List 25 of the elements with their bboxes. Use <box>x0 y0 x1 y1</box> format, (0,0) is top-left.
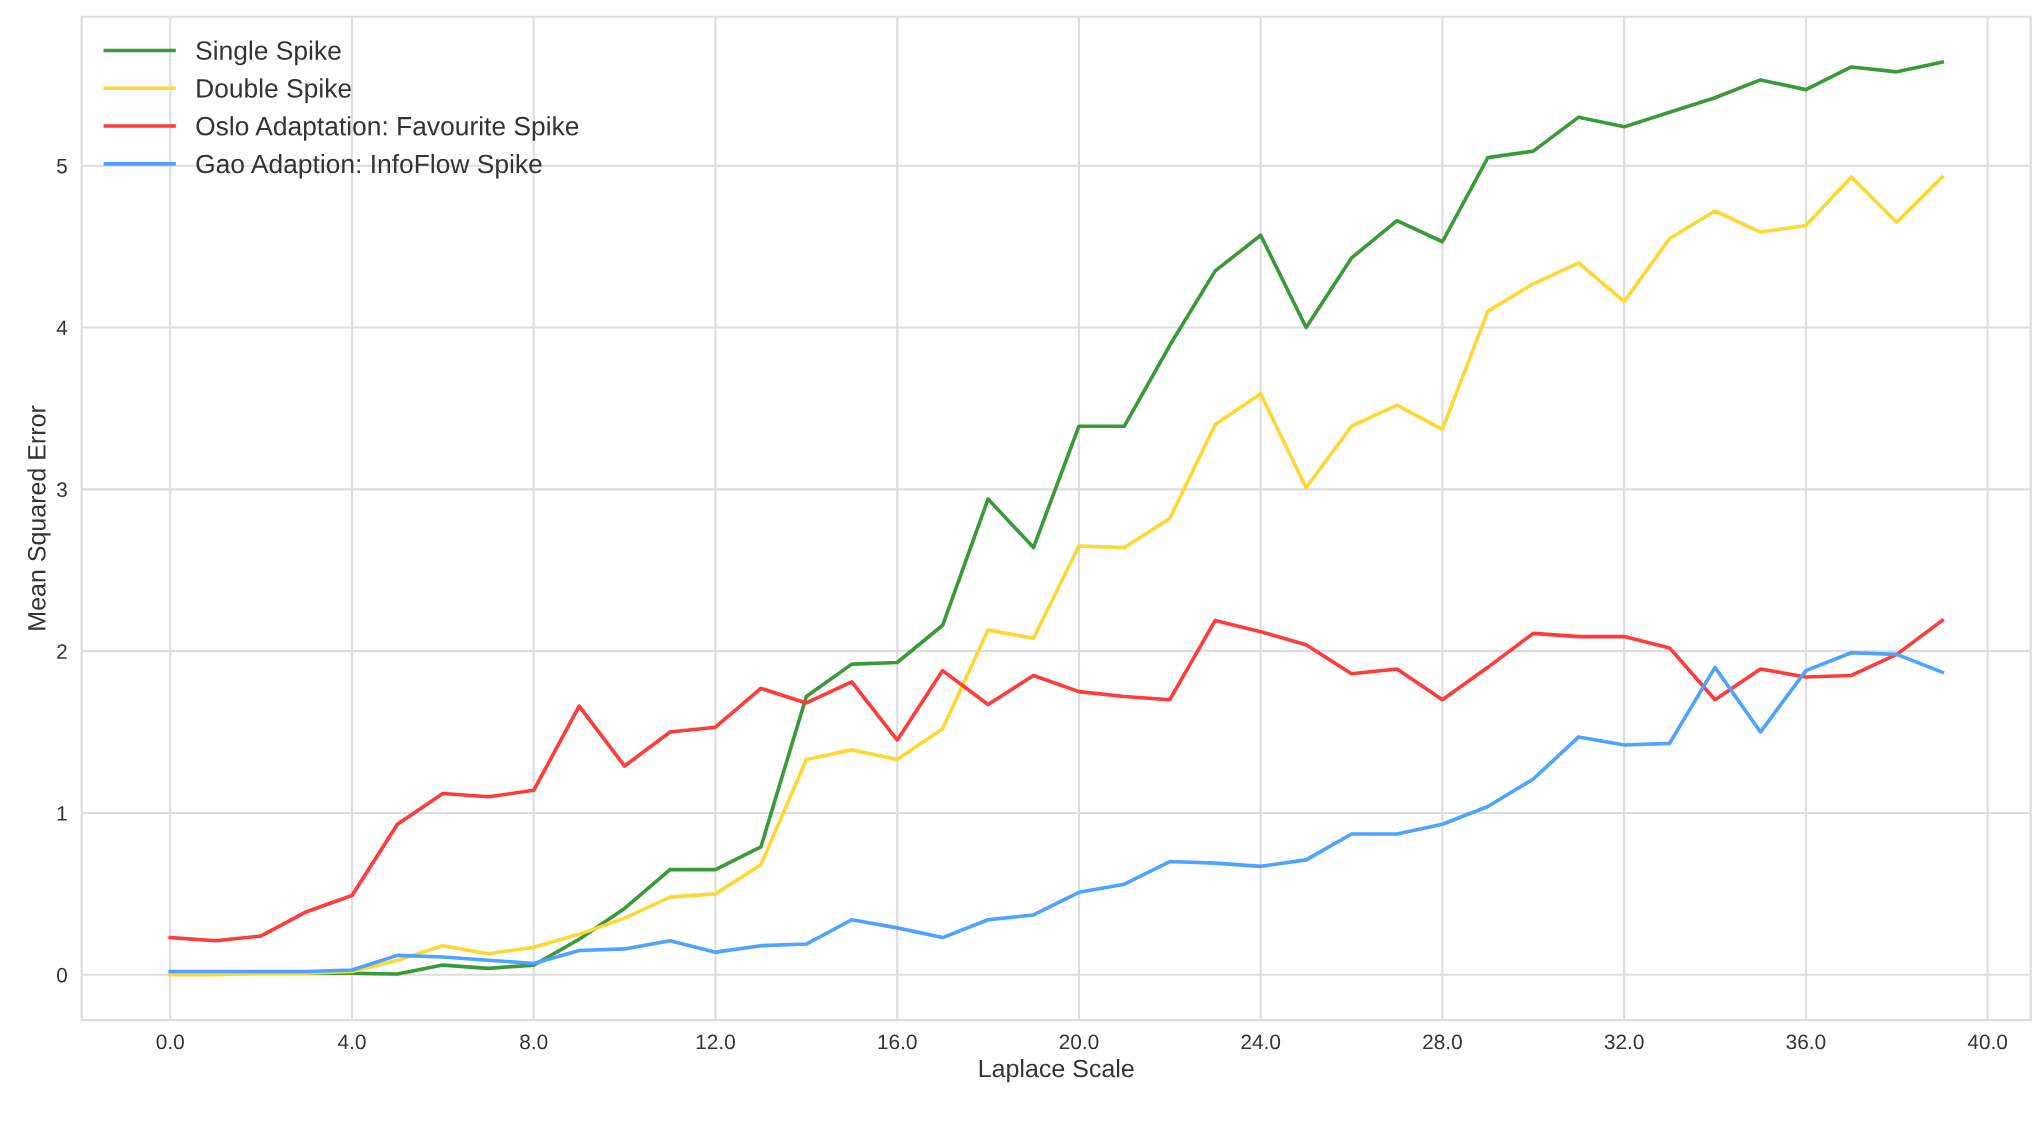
y-tick-label: 4 <box>56 320 68 336</box>
x-tick-label: 16.0 <box>878 1034 917 1050</box>
legend-label: Oslo Adaptation: Favourite Spike <box>196 116 579 141</box>
x-tick-label: 24.0 <box>1241 1034 1281 1050</box>
x-tick-label: 32.0 <box>1604 1034 1644 1050</box>
x-tick-label: 36.0 <box>1786 1034 1826 1050</box>
x-tick-label: 4.0 <box>337 1034 366 1050</box>
y-tick-label: 0 <box>56 967 67 983</box>
x-tick-label: 40.0 <box>1967 1034 2008 1050</box>
y-tick-label: 1 <box>57 806 67 821</box>
y-tick-label: 5 <box>57 158 67 174</box>
x-axis-title: Laplace Scale <box>979 1058 1134 1083</box>
x-tick-label: 0.0 <box>156 1034 184 1050</box>
x-tick-label: 28.0 <box>1423 1034 1462 1050</box>
y-tick-label: 3 <box>56 482 67 498</box>
x-tick-label: 12.0 <box>696 1034 735 1050</box>
legend-label: Single Spike <box>196 40 341 66</box>
legend-label: Double Spike <box>197 78 351 103</box>
x-tick-label: 20.0 <box>1059 1034 1099 1050</box>
x-tick-label: 8.0 <box>520 1034 548 1050</box>
legend-label: Gao Adaption: InfoFlow Spike <box>196 153 542 179</box>
line-series <box>168 618 1945 943</box>
y-tick-label: 2 <box>57 644 67 659</box>
y-axis-title: Mean Squared Error <box>27 405 51 630</box>
line-series <box>168 650 1945 974</box>
